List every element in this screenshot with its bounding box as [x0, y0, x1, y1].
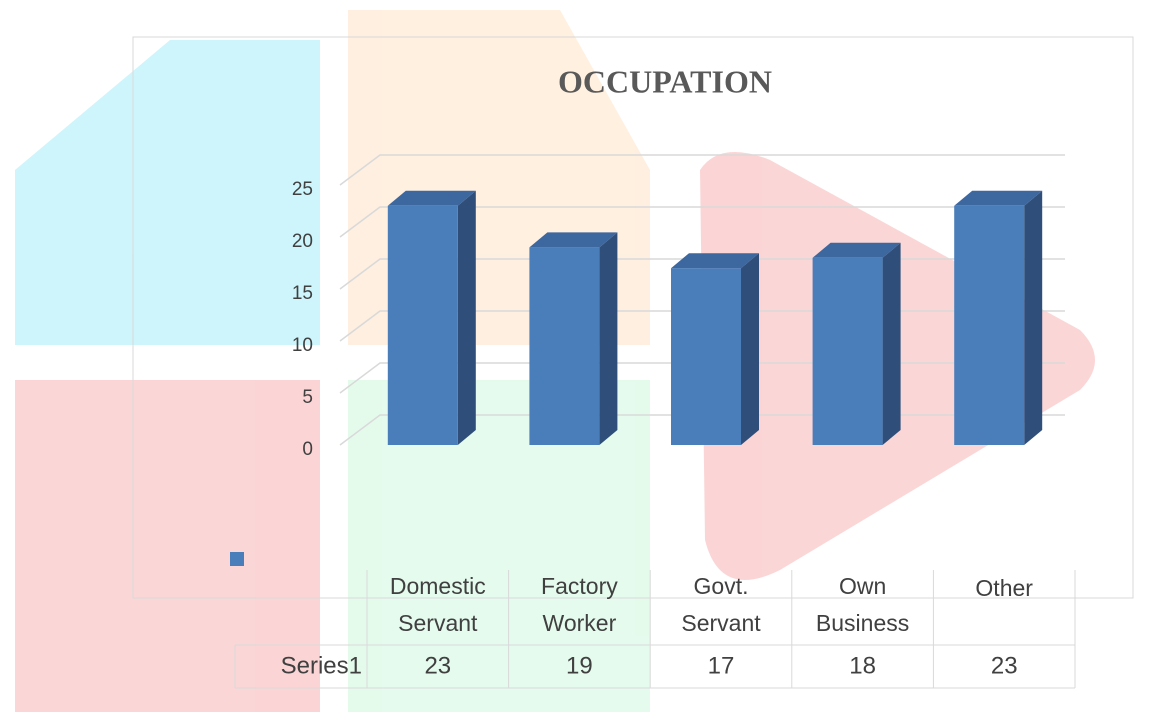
- y-tick-label: 5: [302, 387, 313, 408]
- table-value: 18: [849, 652, 876, 679]
- y-tick-label: 0: [302, 439, 313, 460]
- table-value: 19: [566, 652, 593, 679]
- bar-side: [741, 253, 759, 445]
- legend-key: [230, 552, 244, 566]
- table-value: 17: [708, 652, 735, 679]
- legend-label: Series1: [281, 652, 362, 679]
- y-tick-label: 15: [292, 283, 313, 304]
- y-tick-label: 20: [292, 231, 313, 252]
- bar-front: [529, 247, 599, 445]
- bar-front: [388, 206, 458, 445]
- table-value: 23: [991, 652, 1018, 679]
- table-value: 23: [424, 652, 451, 679]
- bar-front: [954, 206, 1024, 445]
- bar: [388, 191, 476, 445]
- bar: [671, 253, 759, 445]
- chart-title: OCCUPATION: [558, 63, 772, 99]
- bar-side: [599, 232, 617, 445]
- bar: [813, 243, 901, 445]
- bar-side: [883, 243, 901, 445]
- bar-side: [1024, 191, 1042, 445]
- y-tick-label: 10: [292, 335, 313, 356]
- bar-front: [671, 268, 741, 445]
- chart: OCCUPATION 0510152025Series1DomesticServ…: [0, 0, 1173, 712]
- bar-side: [458, 191, 476, 445]
- x-tick-label: Other: [975, 575, 1033, 601]
- x-tick-label: Govt.Servant: [681, 573, 761, 636]
- bar-front: [813, 258, 883, 445]
- bar: [954, 191, 1042, 445]
- y-tick-label: 25: [292, 179, 313, 200]
- bar: [529, 232, 617, 445]
